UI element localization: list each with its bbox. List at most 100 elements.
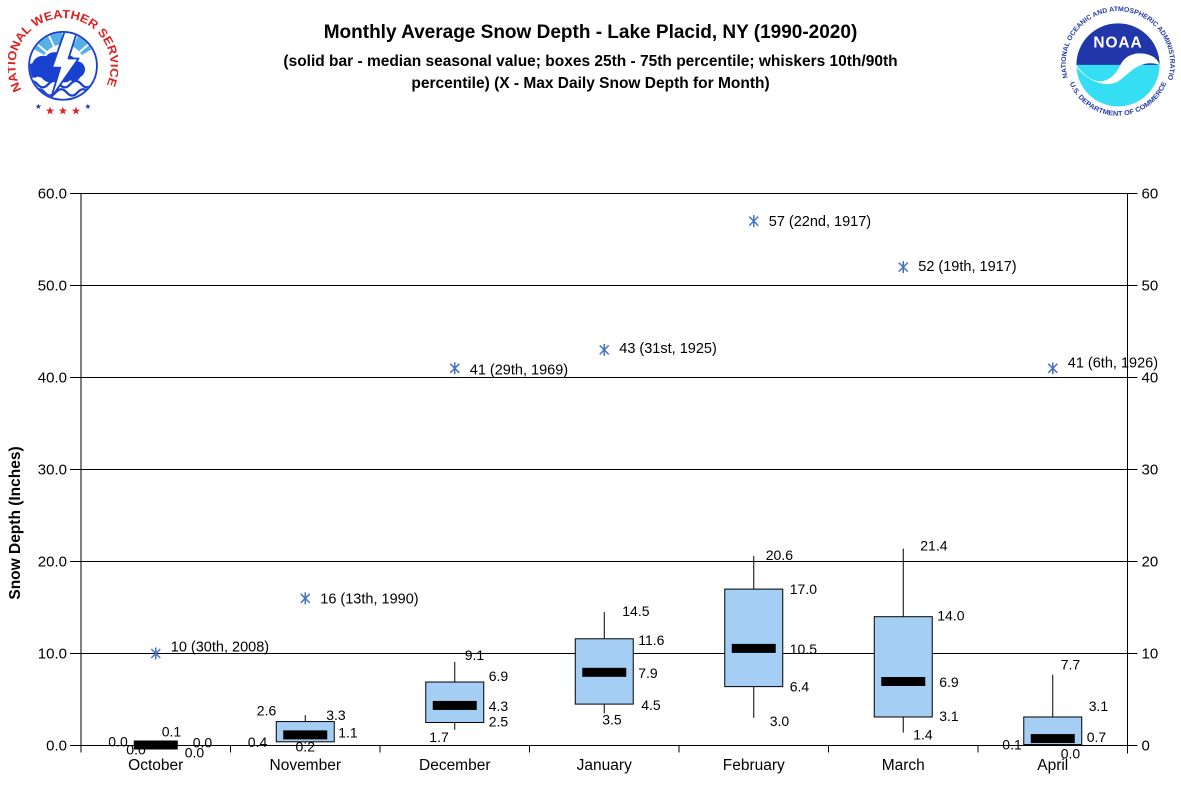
box-plot-january: 14.5 11.6 7.9 4.5 3.5	[574, 603, 665, 727]
month-label-march: March	[882, 757, 925, 774]
label-p25-march: 3.1	[939, 708, 959, 724]
nws-star-blue-left: ★	[35, 102, 42, 111]
box-plot-march: 21.4 14.0 6.9 3.1 1.4	[873, 538, 965, 743]
median-bar-october	[133, 740, 178, 750]
max-marker-february: 57 (22nd, 1917)	[748, 214, 871, 230]
noaa-logo: NATIONAL OCEANIC AND ATMOSPHERIC ADMINIS…	[1058, 0, 1176, 125]
y-left-label-20.0: 20.0	[38, 554, 67, 571]
y-right-label-20: 20	[1142, 554, 1159, 571]
nws-logo: NATIONAL WEATHER SERVICE	[4, 6, 122, 127]
box-plot-december: 9.16.9 4.32.5 1.7	[425, 647, 509, 745]
label-p25-february: 6.4	[790, 679, 810, 695]
median-bar-april	[1030, 734, 1075, 744]
noaa-logo-svg: NATIONAL OCEANIC AND ATMOSPHERIC ADMINIS…	[1058, 0, 1176, 118]
label-p90-april: 7.7	[1061, 657, 1081, 673]
month-label-november: November	[270, 757, 342, 774]
y-axis-right-labels: 0 10 20 30 40 50 60	[1142, 186, 1159, 755]
noaa-seabird-icon	[1076, 53, 1160, 84]
label-p75-october: 0.0	[108, 734, 128, 750]
label-p10-october: 0.0	[185, 745, 205, 761]
label-p10-december: 1.7	[429, 729, 449, 745]
label-p90-december: 9.1	[465, 647, 485, 663]
median-bar-march	[881, 677, 926, 687]
nws-emblem	[30, 32, 94, 99]
label-p90-march: 21.4	[920, 538, 947, 554]
box-plot-october: 0.10.0 0.00.0 0.0	[108, 724, 212, 761]
label-median-april: 0.7	[1087, 729, 1107, 745]
month-label-december: December	[419, 757, 491, 774]
asterisk-marker-icon	[449, 362, 460, 375]
y-left-label-30.0: 30.0	[38, 462, 67, 479]
asterisk-marker-icon	[150, 647, 161, 660]
label-p25-october: 0.0	[126, 742, 146, 758]
label-p90-october: 0.1	[162, 724, 182, 740]
label-p90-november: 3.3	[326, 707, 346, 723]
y-right-label-60: 60	[1142, 186, 1159, 203]
chart-title-block: Monthly Average Snow Depth - Lake Placid…	[150, 22, 1031, 95]
x-axis-category-january: January	[577, 757, 632, 774]
asterisk-marker-icon	[300, 592, 311, 605]
box-plot-february: 20.6 17.0 10.5 6.4 3.0	[724, 547, 817, 729]
noaa-acronym-text: NOAA	[1093, 35, 1142, 52]
max-marker-october: 10 (30th, 2008)	[150, 640, 269, 660]
asterisk-marker-icon	[748, 215, 759, 228]
label-p25-december: 2.5	[489, 714, 509, 730]
max-marker-label-december: 41 (29th, 1969)	[470, 362, 568, 378]
x-axis-category-november: November	[270, 757, 342, 774]
x-axis-category-october: October	[128, 757, 183, 774]
month-label-january: January	[577, 757, 632, 774]
nws-star-blue-right: ★	[84, 102, 91, 111]
iqr-box-march	[873, 616, 933, 718]
chart-subtitle-line2: percentile) (X - Max Daily Snow Depth fo…	[411, 75, 770, 92]
y-right-label-30: 30	[1142, 462, 1159, 479]
label-p25-november: 0.4	[248, 734, 268, 750]
asterisk-marker-icon	[898, 261, 909, 274]
label-p90-january: 14.5	[622, 603, 649, 619]
y-left-label-10.0: 10.0	[38, 646, 67, 663]
chart-title: Monthly Average Snow Depth - Lake Placid…	[323, 22, 858, 43]
x-axis-category-march: March	[882, 757, 925, 774]
max-marker-label-january: 43 (31st, 1925)	[619, 341, 717, 357]
axes	[70, 193, 1138, 754]
label-p10-april: 0.0	[1061, 746, 1081, 762]
x-axis-category-december: December	[419, 757, 491, 774]
max-marker-april: 41 (6th, 1926)	[1047, 355, 1158, 375]
y-left-label-40.0: 40.0	[38, 370, 67, 387]
label-p25-april: 0.1	[1002, 737, 1022, 753]
asterisk-marker-icon	[599, 343, 610, 356]
label-median-january: 7.9	[638, 665, 658, 681]
max-marker-label-february: 57 (22nd, 1917)	[769, 214, 871, 230]
nws-stars-red: ★ ★ ★	[45, 105, 81, 117]
y-left-label-60.0: 60.0	[38, 186, 67, 203]
y-axis-left-labels: 0.0 10.0 20.0 30.0 40.0 50.0 60.0	[38, 186, 67, 755]
box-plot-april: 7.7 3.1 0.7 0.1 0.0	[1002, 657, 1108, 762]
label-p10-january: 3.5	[602, 711, 622, 727]
x-axis-category-april: April	[1037, 757, 1068, 774]
label-p25-january: 4.5	[641, 697, 661, 713]
month-label-february: February	[723, 757, 785, 774]
asterisk-marker-icon	[1047, 362, 1058, 375]
nws-logo-svg: NATIONAL WEATHER SERVICE	[4, 7, 122, 118]
y-right-label-0: 0	[1142, 738, 1150, 755]
x-axis-category-february: February	[723, 757, 785, 774]
label-median-march: 6.9	[939, 674, 959, 690]
max-marker-label-october: 10 (30th, 2008)	[171, 640, 269, 656]
month-label-october: October	[128, 757, 183, 774]
y-axis-title: Snow Depth (Inches)	[7, 446, 24, 599]
max-marker-label-march: 52 (19th, 1917)	[918, 259, 1016, 275]
max-marker-december: 41 (29th, 1969)	[449, 362, 568, 378]
label-p75-november: 2.6	[257, 703, 277, 719]
y-left-label-0.0: 0.0	[46, 738, 67, 755]
median-bar-november	[283, 730, 328, 740]
y-right-label-40: 40	[1142, 370, 1159, 387]
label-p75-february: 17.0	[790, 581, 817, 597]
label-p10-november: 0.2	[296, 739, 316, 755]
label-p90-february: 20.6	[766, 547, 793, 563]
label-p75-january: 11.6	[638, 632, 664, 648]
month-label-april: April	[1037, 757, 1068, 774]
y-right-label-10: 10	[1142, 646, 1159, 663]
y-right-label-50: 50	[1142, 278, 1159, 295]
label-p75-april: 3.1	[1089, 698, 1109, 714]
label-median-november: 1.1	[338, 724, 358, 740]
